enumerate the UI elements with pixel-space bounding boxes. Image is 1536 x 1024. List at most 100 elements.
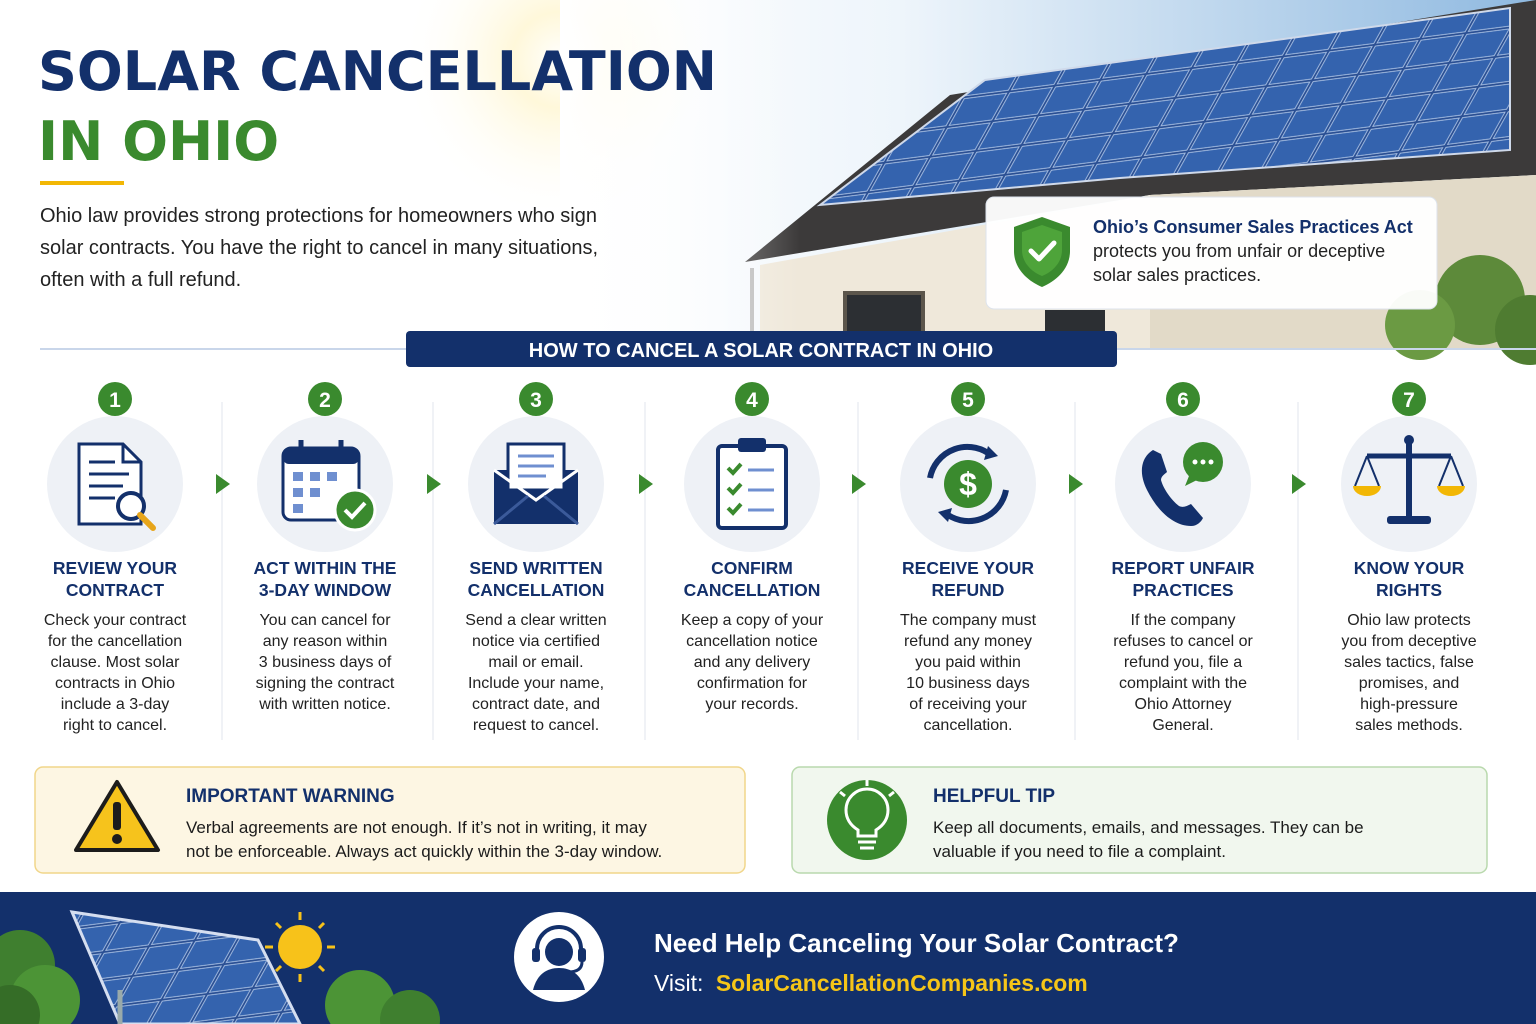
- intro-line: solar contracts. You have the right to c…: [40, 237, 598, 259]
- step-text: of receiving your: [909, 696, 1027, 713]
- footer-band: [274, 921, 283, 930]
- step-icon: [310, 488, 320, 497]
- tip-box: [839, 790, 846, 798]
- step-icon: $: [959, 466, 977, 502]
- step-icon: [942, 489, 1009, 525]
- step-title: REPORT UNFAIR: [1112, 558, 1255, 578]
- step-text: you from deceptive: [1341, 633, 1476, 650]
- step-text: refund you, file a: [1124, 654, 1242, 671]
- step-icon: [726, 462, 743, 476]
- step-text: for the cancellation: [48, 633, 182, 650]
- step-arrow: [639, 474, 653, 494]
- step-text: Include your name,: [468, 675, 604, 692]
- footer-band: [380, 990, 440, 1024]
- step-icon: [293, 472, 303, 481]
- icon-backdrop: [1115, 416, 1251, 552]
- step-icon: [506, 442, 566, 492]
- step-text: 10 business days: [906, 675, 1030, 692]
- visit-label: Visit:: [654, 970, 703, 996]
- step-text: your records.: [705, 696, 798, 713]
- step-text: and any delivery: [694, 654, 811, 671]
- step-icon: [716, 444, 788, 530]
- step-text: notice via certified: [472, 633, 600, 650]
- tip-box: [791, 766, 1488, 874]
- step-text: high-pressure: [1360, 696, 1458, 713]
- callout-title: Ohio’s Consumer Sales Practices Act: [1093, 217, 1413, 237]
- step-icon: [89, 460, 129, 500]
- step-number: 4: [746, 389, 758, 412]
- step-icon: [726, 502, 743, 516]
- step-icon: [726, 462, 743, 516]
- tip-box: [791, 766, 1488, 874]
- step-icon: $: [927, 443, 1009, 525]
- step-icon: [938, 508, 952, 522]
- step-icon: [1404, 435, 1414, 445]
- step-text: sales methods.: [1355, 717, 1463, 734]
- step-icon: [293, 504, 303, 513]
- step-text: refuses to cancel or: [1113, 633, 1253, 650]
- warning-line: Verbal agreements are not enough. If it’…: [186, 818, 647, 837]
- warning-box: [113, 802, 121, 830]
- step-text: Ohio law protects: [1347, 612, 1471, 629]
- step-text: cancellation.: [924, 717, 1013, 734]
- footer-url[interactable]: SolarCancellationCompanies.com: [716, 970, 1088, 996]
- step-number: 7: [1403, 389, 1415, 412]
- step-icon: [518, 454, 554, 478]
- step-text: General.: [1152, 717, 1213, 734]
- warning-box: [112, 834, 122, 844]
- footer-band: [325, 970, 395, 1024]
- step-text: You can cancel for: [259, 612, 391, 629]
- step-icon: [1141, 450, 1203, 526]
- tip-line: Keep all documents, emails, and messages…: [933, 818, 1364, 837]
- callout-text: protects you from unfair or deceptive sol…: [1093, 241, 1385, 285]
- step-number: 1: [109, 389, 121, 412]
- step-icon: [1354, 455, 1464, 487]
- footer-band: [317, 921, 326, 930]
- step-icon: [343, 501, 367, 520]
- callout: [985, 196, 1438, 310]
- step-text: Check your contract: [44, 612, 187, 629]
- step-text: you paid within: [915, 654, 1021, 671]
- step-number-badge: [1166, 382, 1200, 416]
- title-line: IN OHIO: [38, 110, 279, 173]
- step-icon: [310, 472, 320, 481]
- tip-box: [844, 787, 890, 838]
- footer-band: [317, 964, 326, 973]
- warning-line: not be enforceable. Always act quickly w…: [186, 842, 662, 861]
- step-icon: [1200, 459, 1206, 465]
- step-number-badge: [1392, 382, 1426, 416]
- step-icon: [493, 442, 579, 526]
- callout-line: protects you from unfair or deceptive: [1093, 241, 1385, 261]
- footer-band: [69, 910, 302, 1024]
- step-number: 5: [962, 389, 974, 412]
- step-icon: [1141, 442, 1223, 526]
- step-icon: [77, 442, 156, 531]
- steps-heading: HOW TO CANCEL A SOLAR CONTRACT IN OHIO: [529, 340, 993, 362]
- step-number-badge: [98, 382, 132, 416]
- step-icon: [1185, 476, 1197, 486]
- callout-line: solar sales practices.: [1093, 265, 1261, 285]
- step-text: with written notice.: [258, 696, 391, 713]
- intro: Ohio law provides strong protections for…: [40, 205, 598, 291]
- intro-line: Ohio law provides strong protections for…: [40, 205, 597, 227]
- step-text: Send a clear written: [465, 612, 606, 629]
- hero-image: [816, 6, 1511, 207]
- step-text: complaint with the: [1119, 675, 1247, 692]
- step-icon: [1354, 455, 1464, 487]
- tip-title: HELPFUL TIP: [933, 786, 1055, 807]
- step-title: ACT WITHIN THE: [254, 558, 397, 578]
- tip-box: [888, 790, 895, 798]
- step-number: 3: [530, 389, 542, 412]
- footer-band: [578, 948, 586, 962]
- step-text: any reason within: [263, 633, 388, 650]
- warning-title: IMPORTANT WARNING: [186, 786, 395, 807]
- step-arrow: [1069, 474, 1083, 494]
- step-icon: [716, 438, 788, 530]
- title-line: SOLAR CANCELLATION: [38, 40, 717, 103]
- step-text: promises, and: [1359, 675, 1460, 692]
